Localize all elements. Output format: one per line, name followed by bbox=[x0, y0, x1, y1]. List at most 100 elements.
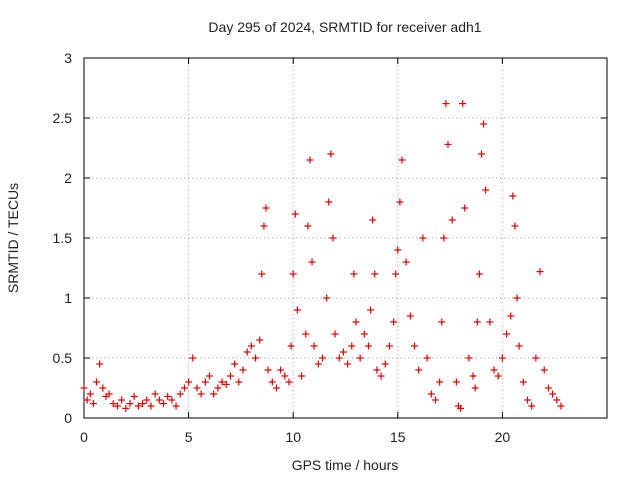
data-point bbox=[373, 366, 381, 374]
y-tick-label: 3 bbox=[64, 50, 72, 66]
data-point bbox=[390, 318, 398, 326]
y-tick-label: 0.5 bbox=[53, 350, 73, 366]
data-point bbox=[206, 372, 214, 380]
chart-title: Day 295 of 2024, SRMTID for receiver adh… bbox=[208, 19, 481, 35]
data-point bbox=[465, 354, 473, 362]
data-point bbox=[155, 396, 163, 404]
y-tick-label: 1.5 bbox=[53, 230, 73, 246]
data-point bbox=[532, 354, 540, 362]
data-point bbox=[444, 140, 452, 148]
y-tick-label: 0 bbox=[64, 410, 72, 426]
data-point bbox=[325, 198, 333, 206]
data-point bbox=[352, 318, 360, 326]
data-point bbox=[168, 396, 176, 404]
data-point bbox=[201, 378, 209, 386]
data-point bbox=[264, 366, 272, 374]
data-point bbox=[143, 396, 151, 404]
data-point bbox=[415, 366, 423, 374]
data-point bbox=[448, 216, 456, 224]
data-point bbox=[226, 372, 234, 380]
data-point bbox=[260, 222, 268, 230]
data-point bbox=[494, 372, 502, 380]
data-point bbox=[329, 234, 337, 242]
data-point bbox=[258, 270, 266, 278]
data-point bbox=[480, 120, 488, 128]
data-point bbox=[252, 354, 260, 362]
data-point bbox=[461, 204, 469, 212]
y-tick-label: 1 bbox=[64, 290, 72, 306]
data-point bbox=[540, 366, 548, 374]
data-point bbox=[371, 270, 379, 278]
data-point bbox=[339, 348, 347, 356]
data-point bbox=[452, 378, 460, 386]
data-point bbox=[99, 384, 107, 392]
data-point bbox=[392, 270, 400, 278]
data-point bbox=[536, 268, 544, 276]
x-tick-label: 0 bbox=[80, 429, 88, 445]
data-point bbox=[222, 380, 230, 388]
data-point bbox=[197, 390, 205, 398]
data-point bbox=[398, 156, 406, 164]
data-point bbox=[80, 384, 88, 392]
data-point bbox=[172, 402, 180, 410]
data-point bbox=[323, 294, 331, 302]
data-point bbox=[385, 342, 393, 350]
x-tick-label: 10 bbox=[285, 429, 301, 445]
data-point bbox=[293, 306, 301, 314]
data-point bbox=[344, 360, 352, 368]
data-point bbox=[302, 330, 310, 338]
data-point bbox=[519, 378, 527, 386]
data-point bbox=[475, 270, 483, 278]
x-axis-title: GPS time / hours bbox=[292, 457, 399, 473]
data-point bbox=[515, 342, 523, 350]
data-point bbox=[93, 378, 101, 386]
data-point bbox=[509, 192, 517, 200]
data-point bbox=[544, 384, 552, 392]
data-point bbox=[469, 372, 477, 380]
data-point bbox=[89, 400, 97, 408]
data-point bbox=[356, 354, 364, 362]
data-point bbox=[86, 390, 94, 398]
data-point bbox=[314, 360, 322, 368]
data-point bbox=[289, 270, 297, 278]
data-point bbox=[318, 354, 326, 362]
data-point bbox=[327, 150, 335, 158]
data-point bbox=[486, 318, 494, 326]
data-point bbox=[457, 404, 465, 412]
data-point bbox=[151, 390, 159, 398]
data-point bbox=[189, 354, 197, 362]
data-point bbox=[118, 396, 126, 404]
data-point bbox=[498, 354, 506, 362]
data-point bbox=[109, 400, 117, 408]
data-point bbox=[210, 390, 218, 398]
data-point bbox=[134, 402, 142, 410]
data-point bbox=[113, 402, 121, 410]
data-point bbox=[193, 384, 201, 392]
data-point bbox=[298, 372, 306, 380]
data-point bbox=[122, 404, 130, 412]
data-point bbox=[306, 156, 314, 164]
data-point bbox=[394, 246, 402, 254]
data-point bbox=[473, 318, 481, 326]
data-point bbox=[164, 392, 172, 400]
data-point bbox=[272, 384, 280, 392]
data-point bbox=[262, 204, 270, 212]
data-point bbox=[331, 330, 339, 338]
data-point bbox=[180, 384, 188, 392]
data-point bbox=[159, 400, 167, 408]
data-point bbox=[442, 100, 450, 108]
data-point bbox=[549, 390, 557, 398]
data-point bbox=[185, 378, 193, 386]
data-points bbox=[80, 100, 565, 412]
data-point bbox=[281, 372, 289, 380]
data-point bbox=[247, 342, 255, 350]
x-tick-label: 20 bbox=[495, 429, 511, 445]
data-point bbox=[459, 100, 467, 108]
data-point bbox=[423, 354, 431, 362]
data-point bbox=[369, 216, 377, 224]
data-point bbox=[268, 378, 276, 386]
data-point bbox=[335, 354, 343, 362]
data-point bbox=[291, 210, 299, 218]
data-point bbox=[348, 342, 356, 350]
